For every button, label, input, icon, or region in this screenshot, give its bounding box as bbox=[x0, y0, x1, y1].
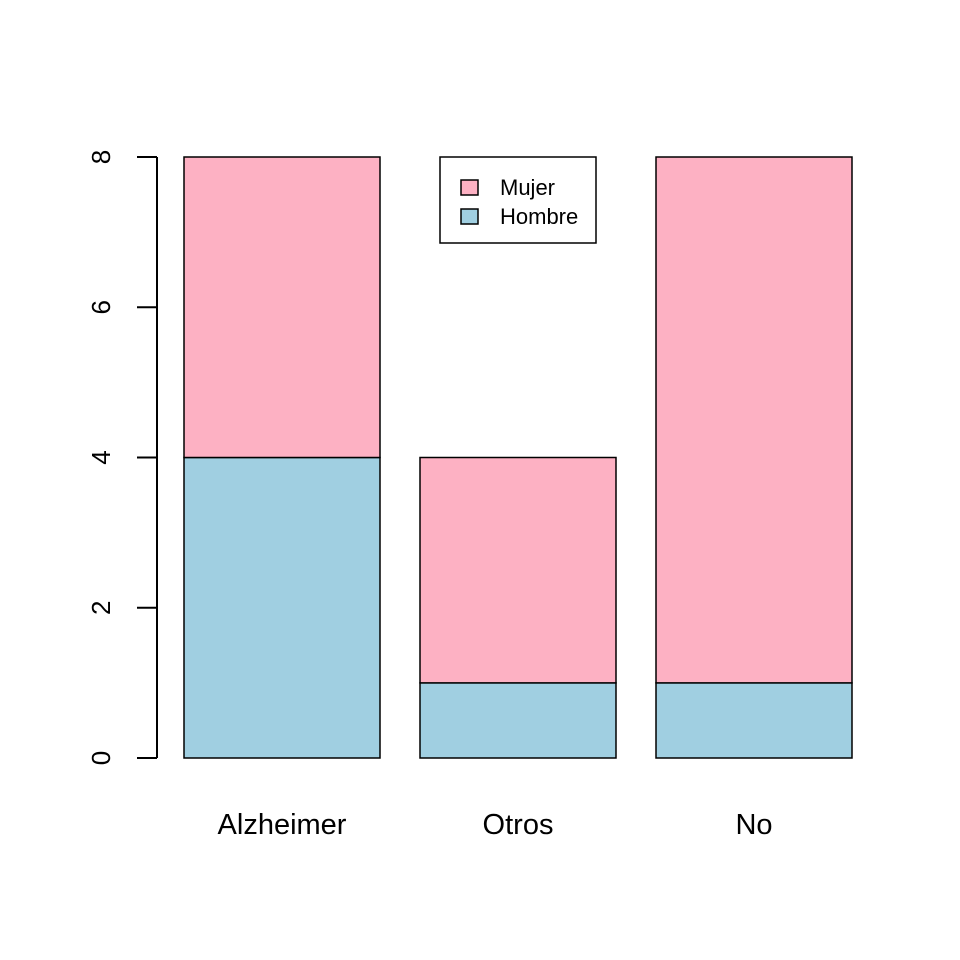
y-tick-label: 4 bbox=[86, 450, 116, 464]
legend-swatch-hombre bbox=[460, 208, 479, 225]
category-label: Alzheimer bbox=[218, 809, 347, 841]
legend-label-mujer: Mujer bbox=[500, 175, 555, 200]
legend-label-hombre: Hombre bbox=[500, 204, 578, 229]
legend-box bbox=[439, 156, 597, 244]
y-tick-label: 6 bbox=[86, 300, 116, 314]
bar-segment-mujer-alzheimer bbox=[183, 156, 381, 459]
category-label: Otros bbox=[483, 809, 554, 841]
bar-segment-mujer-no bbox=[655, 156, 853, 684]
bar-segment-mujer-otros bbox=[419, 456, 617, 684]
bar-group bbox=[183, 156, 853, 759]
category-labels: Alzheimer Otros No bbox=[218, 809, 773, 841]
y-tick-label: 8 bbox=[86, 150, 116, 164]
bar-segment-hombre-otros bbox=[419, 682, 617, 759]
category-label: No bbox=[735, 809, 772, 841]
legend-swatch-mujer bbox=[460, 179, 479, 196]
y-tick-label: 2 bbox=[86, 601, 116, 615]
y-axis: 0 2 4 6 8 bbox=[86, 150, 158, 765]
y-tick-label: 0 bbox=[86, 751, 116, 765]
bar-segment-hombre-no bbox=[655, 682, 853, 759]
bar-segment-hombre-alzheimer bbox=[183, 456, 381, 759]
legend: Mujer Hombre bbox=[439, 156, 597, 244]
